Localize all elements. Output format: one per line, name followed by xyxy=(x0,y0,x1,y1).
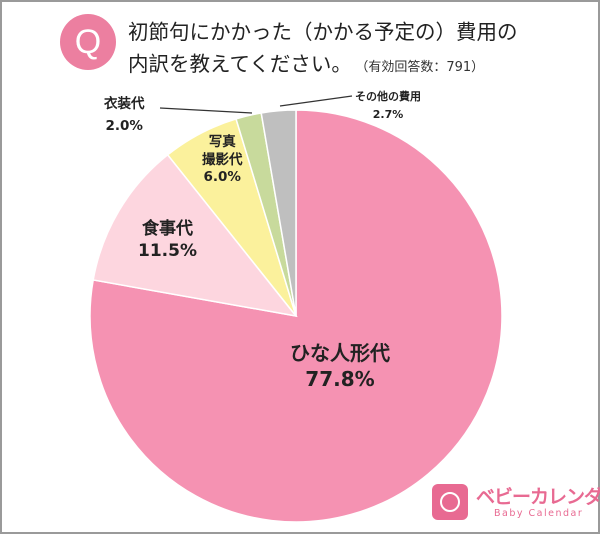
respondent-note: （有効回答数：791） xyxy=(361,60,485,75)
slice-label-costume: 衣装代 2.0% xyxy=(104,94,145,137)
slice-value: 6.0% xyxy=(203,169,241,186)
slice-value: 2.0% xyxy=(105,117,143,134)
slice-label-other: その他の費用 2.7% xyxy=(355,88,421,123)
baby-calendar-logo: ベビーカレンダー Baby Calendar xyxy=(432,480,600,526)
slice-name: ひな人形代 xyxy=(290,341,390,365)
slice-name: その他の費用 xyxy=(355,90,421,103)
pie-slice-0 xyxy=(89,109,503,523)
calendar-logo-icon xyxy=(432,484,468,520)
slice-name-line1: 写真 xyxy=(208,134,236,150)
pie-slice-4 xyxy=(260,109,297,317)
leader-line-1 xyxy=(279,95,353,107)
slice-name-line2: 撮影代 xyxy=(202,151,243,168)
pie-slice-1 xyxy=(92,153,298,318)
slice-label-meal: 食事代 11.5% xyxy=(138,218,197,262)
question-badge: Q xyxy=(60,14,116,70)
title-line-2: 内訳を教えてください。 xyxy=(128,52,352,76)
title-line-1: 初節句にかかった（かかる予定の）費用の xyxy=(128,20,518,44)
slice-value: 2.7% xyxy=(372,107,404,121)
leader-line-0 xyxy=(159,107,253,114)
slice-name: 食事代 xyxy=(141,219,193,239)
slice-value: 11.5% xyxy=(138,241,197,262)
chart-title: 初節句にかかった（かかる予定の）費用の 内訳を教えてください。 （有効回答数：79… xyxy=(128,16,518,84)
slice-name: 衣装代 xyxy=(104,96,145,112)
slice-value: 77.8% xyxy=(305,367,375,391)
slice-label-photo: 写真 撮影代 6.0% xyxy=(202,134,243,187)
slice-label-hina: ひな人形代 77.8% xyxy=(290,340,390,392)
logo-subtitle: Baby Calendar xyxy=(494,508,584,519)
logo-name: ベビーカレンダー xyxy=(476,486,600,508)
